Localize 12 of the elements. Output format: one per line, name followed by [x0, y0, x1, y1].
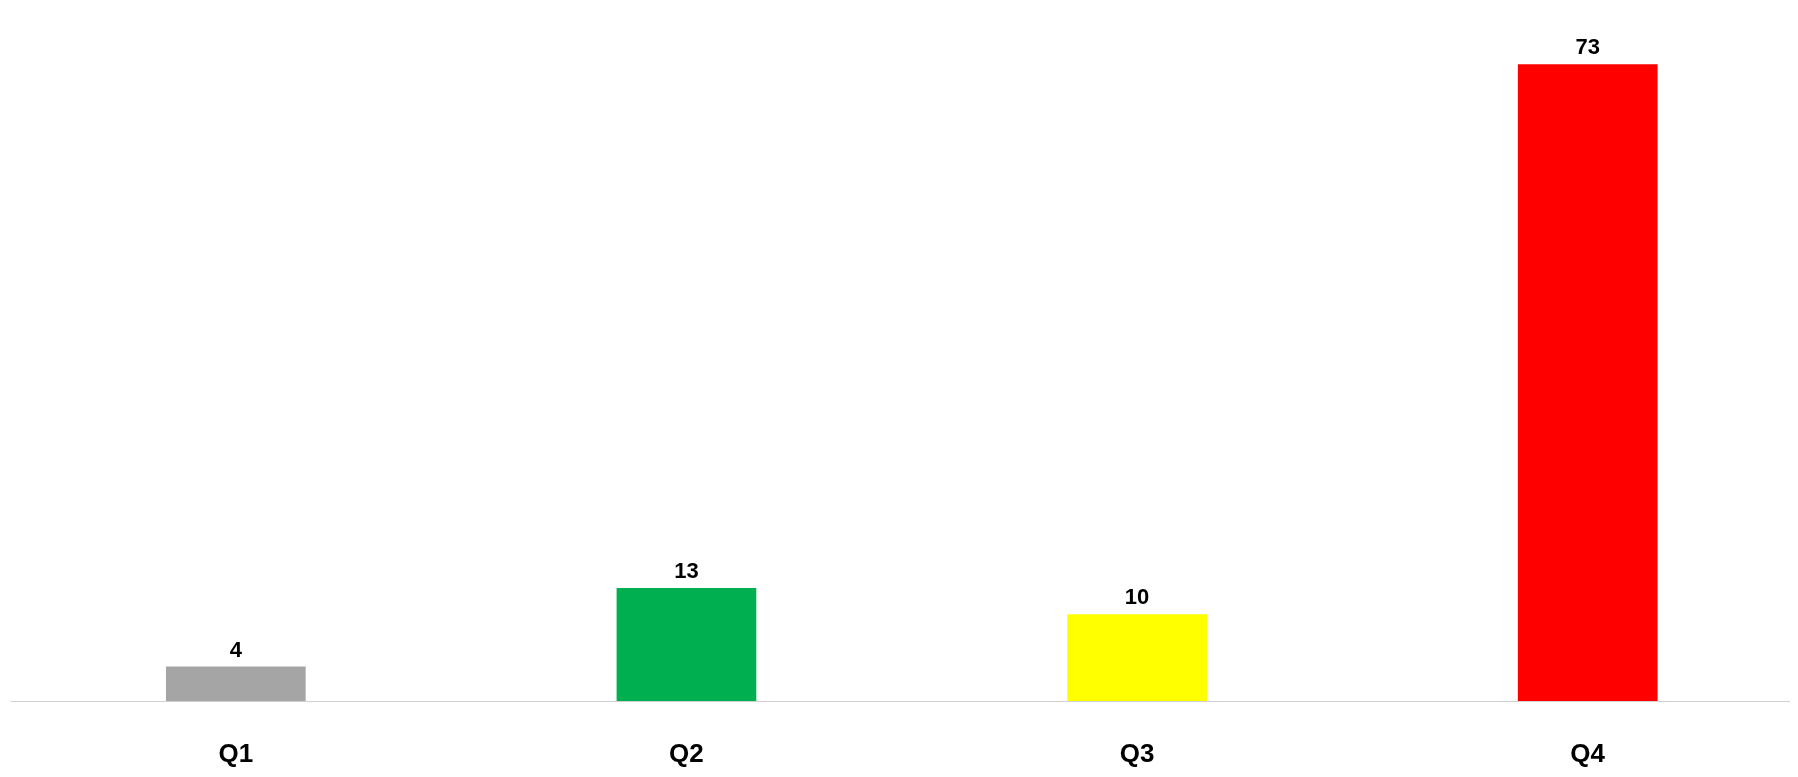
bar [1067, 614, 1207, 702]
data-label: 73 [1575, 34, 1600, 60]
data-label: 4 [229, 636, 243, 662]
x-tick-label: Q1 [218, 737, 254, 768]
data-label: 10 [1124, 584, 1150, 610]
x-tick-label: Q3 [1119, 737, 1155, 768]
bar [616, 588, 757, 702]
bar [1517, 64, 1658, 702]
bar [165, 666, 306, 702]
x-tick-label: Q4 [1570, 737, 1606, 768]
data-label: 13 [674, 558, 699, 584]
x-tick-label: Q2 [669, 737, 704, 768]
